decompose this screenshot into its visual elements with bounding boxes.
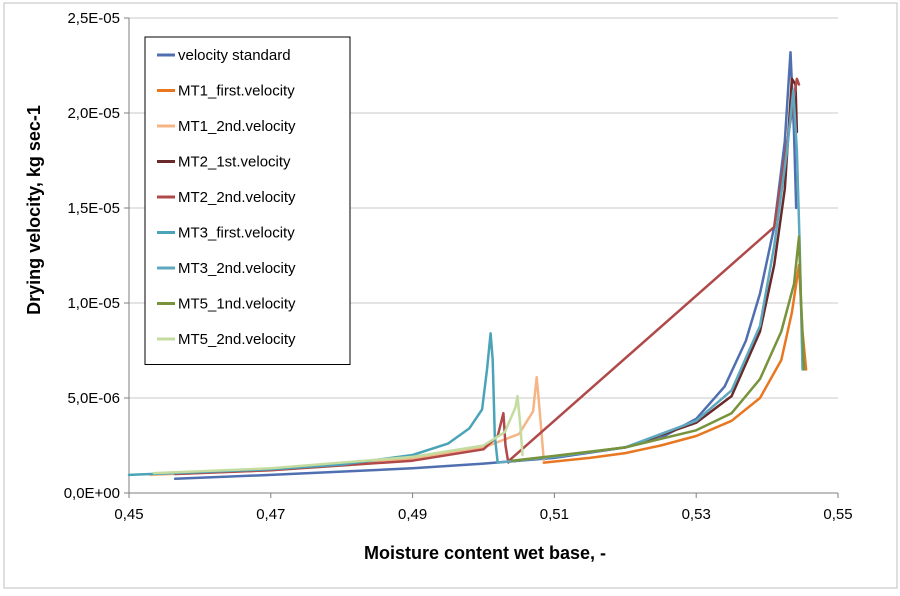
legend-label: MT2_2nd.velocity <box>178 189 296 206</box>
series-line-5 <box>173 77 801 476</box>
y-tick-label: 1,5E-05 <box>67 200 120 217</box>
legend-label: MT3_2nd.velocity <box>178 260 296 277</box>
legend-label: MT5_1nd.velocity <box>178 296 296 313</box>
y-tick-label: 2,0E-05 <box>67 105 120 122</box>
series-lines <box>127 50 808 481</box>
legend-label: MT2_1st.velocity <box>178 154 291 171</box>
x-tick-label: 0,45 <box>114 506 143 523</box>
series-line-9 <box>152 394 524 475</box>
series-line-8 <box>510 235 806 462</box>
legend-label: MT1_2nd.velocity <box>178 118 296 135</box>
x-axis-label: Moisture content wet base, - <box>364 543 606 563</box>
y-tick-label: 1,0E-05 <box>67 295 120 312</box>
legend: velocity standard MT1_first.velocity MT1_2… <box>144 36 351 365</box>
x-tick-label: 0,47 <box>256 506 285 523</box>
legend-label: velocity standard <box>178 47 291 64</box>
chart-border <box>3 2 898 589</box>
y-tick-label: 5,0E-06 <box>67 390 120 407</box>
y-tick-label: 0,0E+00 <box>64 485 120 502</box>
legend-label: MT3_first.velocity <box>178 225 295 242</box>
legend-box <box>144 36 351 365</box>
x-tick-label: 0,55 <box>823 506 852 523</box>
x-tick-label: 0,49 <box>398 506 427 523</box>
x-tick-label: 0,53 <box>682 506 711 523</box>
y-axis-label: Drying velocity, kg sec-1 <box>24 105 44 315</box>
x-tick-label: 0,51 <box>540 506 569 523</box>
series-line-1 <box>173 50 798 481</box>
y-tick-label: 2,5E-05 <box>67 10 120 27</box>
legend-label: MT5_2nd.velocity <box>178 331 296 348</box>
series-line-6 <box>127 332 499 477</box>
tick-labels: 0,0E+00 5,0E-06 1,0E-05 1,5E-05 2,0E-05 2,5E-… <box>64 10 853 523</box>
axes <box>124 17 839 498</box>
legend-label: MT1_first.velocity <box>178 83 295 100</box>
